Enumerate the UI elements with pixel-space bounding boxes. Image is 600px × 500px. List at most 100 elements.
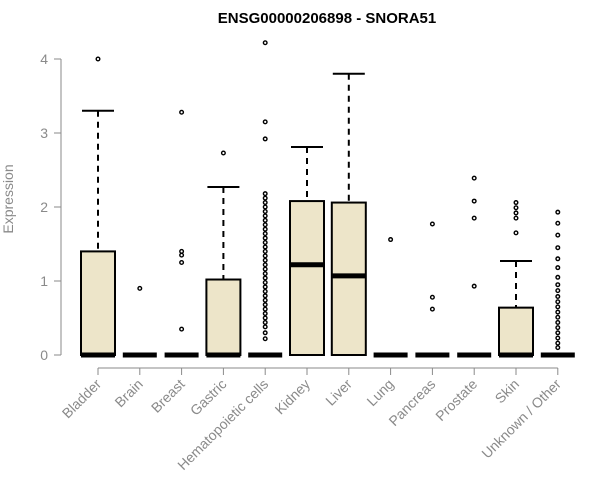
- outlier-point: [262, 204, 268, 210]
- outlier-point: [555, 319, 561, 325]
- outlier-point: [513, 210, 519, 216]
- outlier-point: [262, 213, 268, 219]
- outlier-point: [555, 314, 561, 320]
- outlier-point: [262, 330, 268, 336]
- x-tick-label: Lung: [363, 376, 396, 409]
- outlier-point: [555, 256, 561, 262]
- outlier-point: [262, 297, 268, 303]
- outlier-point: [555, 340, 561, 346]
- outlier-point: [471, 215, 477, 221]
- outlier-point: [262, 315, 268, 321]
- outlier-point: [262, 253, 268, 259]
- outlier-point: [513, 200, 519, 206]
- outlier-point: [555, 294, 561, 300]
- outlier-point: [262, 311, 268, 317]
- outlier-point: [262, 279, 268, 285]
- outlier-point: [262, 336, 268, 342]
- outlier-point: [262, 244, 268, 250]
- outlier-point: [262, 191, 268, 197]
- outlier-point: [262, 257, 268, 263]
- y-tick-label: 3: [40, 125, 48, 141]
- iqr-box: [330, 201, 367, 356]
- outlier-point: [262, 240, 268, 246]
- outlier-point: [555, 288, 561, 294]
- y-axis-label: Expression: [0, 164, 16, 233]
- outlier-point: [262, 222, 268, 228]
- box-series: [80, 40, 575, 358]
- outlier-point: [262, 306, 268, 312]
- outlier-point: [555, 345, 561, 351]
- outlier-point: [179, 326, 185, 332]
- box-10: [498, 200, 534, 358]
- outlier-point: [262, 275, 268, 281]
- outlier-point: [555, 282, 561, 288]
- outlier-point: [555, 335, 561, 341]
- box-1: [122, 285, 157, 358]
- outlier-point: [262, 195, 268, 201]
- box-3: [205, 150, 242, 358]
- box-4: [248, 40, 283, 358]
- x-tick-label: Breast: [148, 376, 188, 416]
- outlier-point: [262, 319, 268, 325]
- outlier-point: [262, 284, 268, 290]
- outlier-point: [262, 248, 268, 254]
- outlier-point: [513, 215, 519, 221]
- outlier-point: [471, 283, 477, 289]
- outlier-point: [262, 226, 268, 232]
- outlier-point: [262, 208, 268, 214]
- x-tick-label: Skin: [492, 376, 523, 407]
- outlier-point: [262, 271, 268, 277]
- outlier-point: [555, 220, 561, 226]
- iqr-box: [205, 278, 242, 356]
- x-tick-label: Brain: [111, 376, 145, 410]
- x-tick-label: Prostate: [432, 376, 480, 424]
- outlier-point: [262, 235, 268, 241]
- x-tick-label: Kidney: [272, 376, 314, 418]
- x-tick-label: Liver: [322, 376, 355, 409]
- box-5: [289, 146, 325, 356]
- outlier-point: [262, 262, 268, 268]
- outlier-point: [513, 205, 519, 211]
- outlier-point: [513, 230, 519, 236]
- outlier-point: [179, 252, 185, 258]
- iqr-box: [289, 200, 325, 356]
- chart-title: ENSG00000206898 - SNORA51: [218, 10, 436, 27]
- outlier-point: [471, 175, 477, 181]
- outlier-point: [555, 274, 561, 280]
- box-8: [415, 221, 450, 358]
- y-tick-label: 0: [40, 347, 48, 363]
- outlier-point: [179, 109, 185, 115]
- outlier-point: [262, 324, 268, 330]
- box-6: [330, 72, 367, 356]
- outlier-point: [262, 231, 268, 237]
- box-2: [164, 109, 199, 358]
- y-tick-label: 2: [40, 199, 48, 215]
- iqr-box: [498, 306, 534, 357]
- outlier-point: [262, 293, 268, 299]
- outlier-point: [262, 266, 268, 272]
- outlier-point: [555, 265, 561, 271]
- outlier-point: [95, 56, 101, 62]
- box-9: [457, 175, 492, 358]
- outlier-point: [220, 150, 226, 156]
- outlier-point: [429, 294, 435, 300]
- outlier-point: [555, 325, 561, 331]
- outlier-point: [429, 306, 435, 312]
- x-tick-label: Unknown / Other: [478, 376, 564, 462]
- box-11: [540, 209, 575, 358]
- outlier-point: [262, 136, 268, 142]
- outlier-point: [262, 119, 268, 125]
- outlier-point: [555, 232, 561, 238]
- outlier-point: [555, 209, 561, 215]
- iqr-box: [80, 250, 116, 356]
- outlier-point: [262, 288, 268, 294]
- outlier-point: [555, 304, 561, 310]
- y-tick-label: 4: [40, 51, 48, 67]
- x-tick-label: Bladder: [59, 376, 105, 422]
- outlier-point: [388, 237, 394, 243]
- outlier-point: [471, 198, 477, 204]
- outlier-point: [262, 302, 268, 308]
- outlier-point: [555, 309, 561, 315]
